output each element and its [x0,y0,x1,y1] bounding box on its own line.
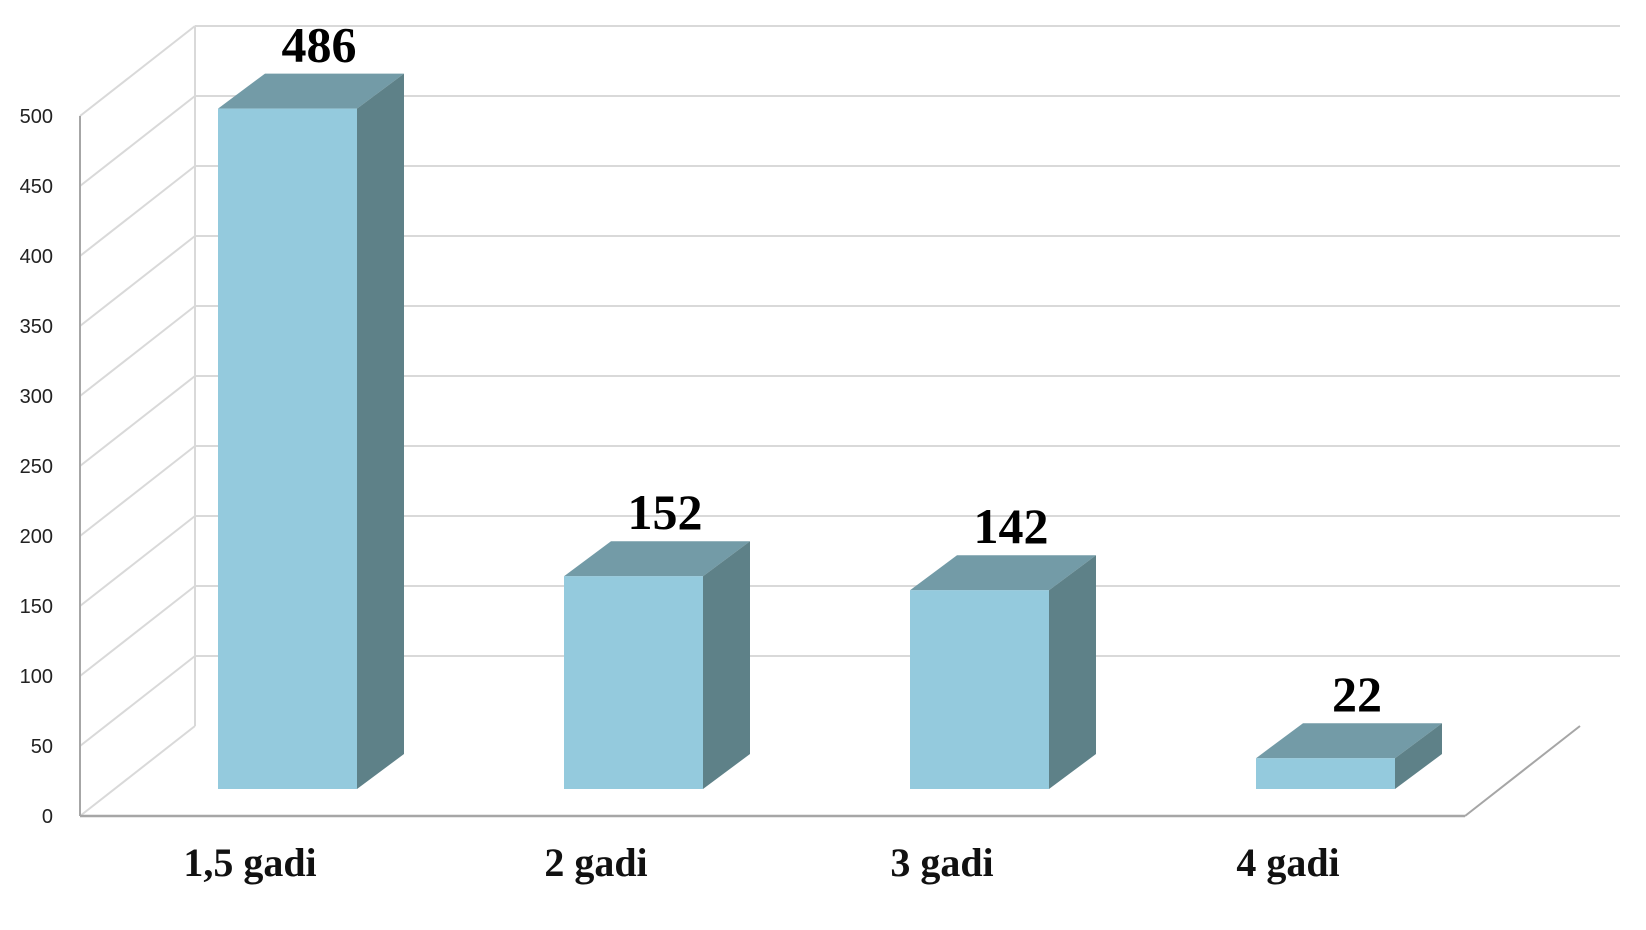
bar-side-face [703,541,750,789]
bar [564,541,750,789]
gridlines [79,25,1620,817]
data-label: 486 [282,17,357,73]
data-labels: 486 152 142 22 [282,17,1383,723]
axes [79,116,1581,818]
bar-side-face [357,73,404,790]
gridline-side [79,305,196,397]
gridline-side [79,235,196,327]
floor-right-edge [1464,725,1581,817]
y-tick-label: 300 [20,386,53,408]
bar-top-face [564,541,750,577]
bar-front-face [564,576,703,789]
gridline-side [79,165,196,257]
bar-front-face [1256,758,1395,789]
bar-side-face [1395,723,1442,789]
x-tick-label: 2 gadi [544,840,647,885]
y-tick-label: 400 [20,246,53,268]
bar-top-face [910,555,1096,591]
gridline-side [79,515,196,607]
bar-front-face [218,108,357,790]
y-tick-label: 500 [20,106,53,128]
bar [910,555,1096,789]
y-tick-label: 200 [20,526,53,548]
x-tick-label: 3 gadi [890,840,993,885]
bars [218,73,1442,790]
y-axis-tick-labels: 0 50 100 150 200 250 300 350 400 450 500 [20,106,53,828]
gridline-side [79,585,196,677]
y-tick-label: 0 [42,806,53,828]
gridline-side [79,25,196,117]
x-tick-label: 4 gadi [1236,840,1339,885]
data-label: 142 [974,498,1049,554]
data-label: 22 [1332,666,1382,722]
y-tick-label: 350 [20,316,53,338]
x-tick-label: 1,5 gadi [183,840,316,885]
gridline-side [79,375,196,467]
bar [1256,723,1442,789]
gridline-side [79,725,196,817]
y-tick-label: 450 [20,176,53,198]
bar-side-face [1049,555,1096,789]
x-axis-tick-labels: 1,5 gadi 2 gadi 3 gadi 4 gadi [183,840,1339,885]
y-tick-label: 50 [31,736,53,758]
bar-top-face [218,73,404,109]
bar [218,73,404,790]
gridline-side [79,445,196,537]
bar-front-face [910,590,1049,789]
bar-top-face [1256,723,1442,759]
gridline-side [79,95,196,187]
y-tick-label: 250 [20,456,53,478]
data-label: 152 [628,484,703,540]
y-tick-label: 100 [20,666,53,688]
y-tick-label: 150 [20,596,53,618]
gridline-side [79,655,196,747]
